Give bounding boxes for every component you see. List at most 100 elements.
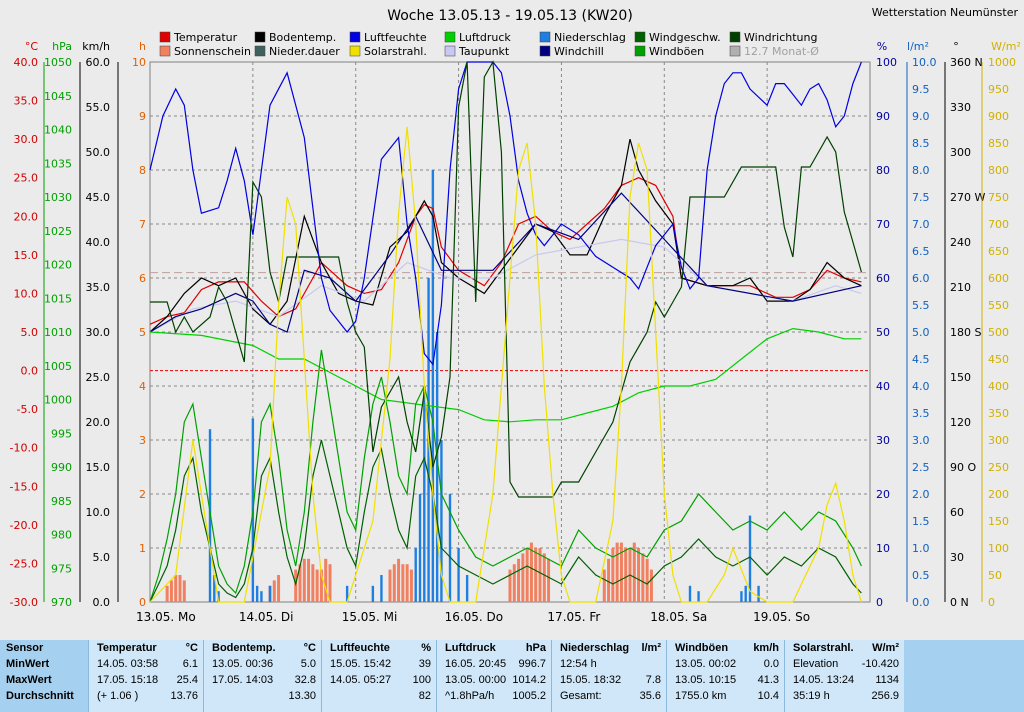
legend-label: Luftdruck xyxy=(459,31,511,44)
axis-tick-label: 35.0 xyxy=(86,281,111,294)
summary-row: 17.05. 14:03 32.8 xyxy=(204,672,321,688)
legend-label: Temperatur xyxy=(173,31,238,44)
rain-bar xyxy=(448,494,452,602)
summary-cell-value: 32.8 xyxy=(294,674,316,686)
axis-tick-label: 980 xyxy=(51,529,72,542)
sunshine-bar xyxy=(525,548,529,602)
axis-tick-label: -10.0 xyxy=(10,442,38,455)
axis-tick-label: 90 xyxy=(876,110,890,123)
axis-tick-label: 0 xyxy=(988,596,995,609)
rain-bar xyxy=(345,585,349,602)
axis-tick-label: 6.5 xyxy=(912,245,930,258)
sunshine-bar xyxy=(328,564,332,602)
summary-column: Luftdruck hPa 16.05. 20:45 996.7 13.05. 00:0… xyxy=(436,640,551,712)
axis-tick-label: 60.0 xyxy=(86,56,111,69)
axis-tick-label: 30 xyxy=(876,434,890,447)
summary-row: 13.30 xyxy=(204,688,321,704)
axis-unit-label: km/h xyxy=(82,40,110,53)
rain-bar xyxy=(255,585,259,602)
axis-tick-label: 1030 xyxy=(44,191,72,204)
summary-column-header: Luftdruck hPa xyxy=(437,640,551,656)
legend-swatch xyxy=(729,45,741,57)
row-label: Sensor xyxy=(6,642,44,654)
axis-tick-label: 15.0 xyxy=(86,461,111,474)
axis-tick-label: 200 xyxy=(988,488,1009,501)
summary-cell-label: 1755.0 km xyxy=(675,690,727,702)
axis-tick-label: 985 xyxy=(51,495,72,508)
sunshine-bar xyxy=(641,553,645,602)
axis-tick-label: 300 xyxy=(950,146,971,159)
axis-tick-label: 1020 xyxy=(44,259,72,272)
x-tick-label: 18.05. Sa xyxy=(650,610,707,624)
sunshine-bar xyxy=(401,564,405,602)
axis-tick-label: -15.0 xyxy=(10,480,38,493)
rain-bar xyxy=(748,515,752,602)
axis-tick-label: 7.5 xyxy=(912,191,930,204)
legend-label: Niederschlag xyxy=(554,31,626,44)
summary-cell-label: Elevation xyxy=(793,658,839,670)
legend-label: Nieder.dauer xyxy=(269,45,340,58)
axis-tick-label: 8.5 xyxy=(912,137,930,150)
axis-tick-label: 330 xyxy=(950,101,971,114)
sunshine-bar xyxy=(178,575,182,602)
legend-label: Sonnenschein xyxy=(174,45,251,58)
sunshine-bar xyxy=(615,542,619,602)
series-line-luftfeuchte xyxy=(149,61,862,366)
summary-cell-label: Gesamt: xyxy=(560,690,602,702)
legend-label: Solarstrahl. xyxy=(364,45,427,58)
axis-tick-label: 3 xyxy=(139,434,146,447)
axis-tick-label: 5.0 xyxy=(93,551,111,564)
summary-cell-value: 100 xyxy=(412,674,431,686)
axis-tick-label: 5.0 xyxy=(21,326,39,339)
axis-tick-label: 20.0 xyxy=(86,416,111,429)
axis-tick-label: 9 xyxy=(139,110,146,123)
summary-cell-label: ^1.8hPa/h xyxy=(445,690,495,702)
axis-tick-label: 3.5 xyxy=(912,407,930,420)
axis-tick-label: 1015 xyxy=(44,292,72,305)
summary-row: ^1.8hPa/h 1005.2 xyxy=(437,688,551,704)
summary-cell-value: 1014.2 xyxy=(512,674,546,686)
axis-tick-label: 1.0 xyxy=(912,542,930,555)
summary-row: 14.05. 05:27 100 xyxy=(322,672,436,688)
summary-row: 35:19 h 256.9 xyxy=(785,688,904,704)
sunshine-bar xyxy=(624,548,628,602)
rain-bar xyxy=(380,575,383,602)
axis-tick-label: 970 xyxy=(51,596,72,609)
sunshine-bar xyxy=(409,569,413,602)
summary-column-title: Windböen xyxy=(675,642,729,654)
axis-tick-label: 990 xyxy=(51,461,72,474)
sunshine-bar xyxy=(182,580,186,602)
axis-tick-label: 7.0 xyxy=(912,218,930,231)
sunshine-bar xyxy=(315,569,319,602)
summary-cell-value: 25.4 xyxy=(176,674,198,686)
rain-bar xyxy=(423,386,426,602)
axis-tick-label: -30.0 xyxy=(10,596,38,609)
summary-row: Gesamt: 35.6 xyxy=(552,688,666,704)
summary-column-unit: % xyxy=(421,642,431,654)
sunshine-bar xyxy=(649,569,653,602)
axis-tick-label: 1045 xyxy=(44,90,72,103)
summary-column-title: Solarstrahl. xyxy=(793,642,854,654)
x-tick-label: 13.05. Mo xyxy=(136,610,196,624)
axis-tick-label: 0 N xyxy=(950,596,969,609)
sunshine-bar xyxy=(508,569,512,602)
summary-cell-value: 39 xyxy=(418,658,431,670)
axis-tick-label: 10.0 xyxy=(912,56,937,69)
summary-column-header: Windböen km/h xyxy=(667,640,784,656)
axis-tick-label: -25.0 xyxy=(10,557,38,570)
summary-column-unit: l/m² xyxy=(641,642,661,654)
axis-tick-label: 0 xyxy=(876,596,883,609)
summary-row: 14.05. 03:58 6.1 xyxy=(89,656,203,672)
axis-tick-label: 1.5 xyxy=(912,515,930,528)
axis-tick-label: 0.0 xyxy=(21,365,39,378)
summary-row: 14.05. 13:24 1134 xyxy=(785,672,904,688)
sunshine-bar xyxy=(392,564,396,602)
summary-cell-value: 13.30 xyxy=(288,690,316,702)
axis-unit-label: hPa xyxy=(52,40,72,53)
axis-tick-label: 25.0 xyxy=(86,371,111,384)
rain-bar xyxy=(431,170,435,602)
summary-cell-label: 15.05. 15:42 xyxy=(330,658,392,670)
weather-chart: °C-30.0-25.0-20.0-15.0-10.0-5.00.05.010.… xyxy=(9,6,1021,624)
summary-column-header: Luftfeuchte% xyxy=(322,640,436,656)
axis-tick-label: 1050 xyxy=(44,56,72,69)
